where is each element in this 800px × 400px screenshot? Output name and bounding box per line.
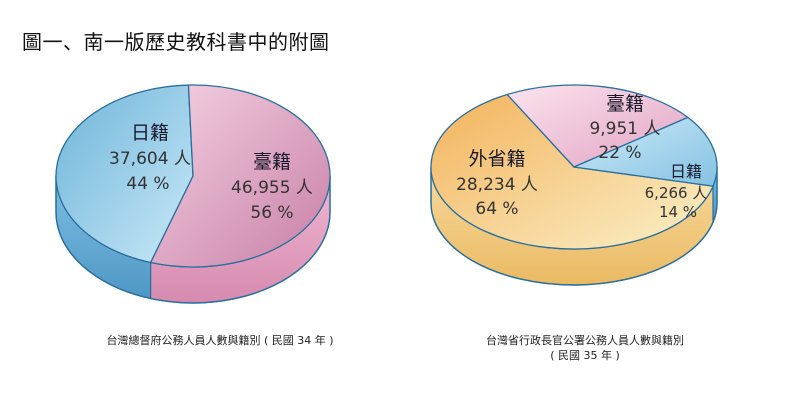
slice-value-japanese: 6,266 人: [645, 184, 708, 202]
slice-percent-taiwanese: 22 %: [598, 143, 641, 163]
slice-percent-taiwanese: 56 %: [250, 203, 293, 223]
slice-value-japanese: 37,604 人: [109, 149, 191, 169]
chart-1-tops: [55, 84, 331, 268]
chart-2-tops: [430, 84, 718, 250]
slice-label-taiwanese: 臺籍: [253, 151, 291, 173]
slice-label-mainlander: 外省籍: [468, 148, 525, 170]
slice-value-taiwanese: 9,951 人: [589, 119, 660, 139]
slice-label-japanese: 日籍: [670, 162, 702, 181]
slice-percent-mainlander: 64 %: [475, 199, 518, 219]
slice-label-taiwanese: 臺籍: [606, 93, 644, 115]
page-title: 圖一、南一版歷史教科書中的附圖: [22, 30, 330, 54]
chart-1-slice-0-top: [55, 84, 194, 264]
chart-2: 外省籍 28,234 人 64 % 臺籍 9,951 人 22 % 日籍 6,2…: [430, 84, 718, 286]
chart-1-rim: [55, 176, 331, 304]
chart-2-slice-2-top: [573, 116, 718, 187]
slice-value-mainlander: 28,234 人: [456, 175, 538, 195]
chart-1-caption: 台灣總督府公務人員人數與籍別 ( 民國 34 年 ): [106, 334, 334, 347]
chart-2-labels: 外省籍 28,234 人 64 % 臺籍 9,951 人 22 % 日籍 6,2…: [456, 93, 707, 221]
chart-2-slice-1-top: [506, 84, 689, 168]
slice-percent-japanese: 44 %: [126, 174, 169, 194]
chart-1-slice-1-top: [150, 84, 331, 268]
slice-percent-japanese: 14 %: [659, 203, 697, 221]
chart-1-labels: 日籍 37,604 人 44 % 臺籍 46,955 人 56 %: [109, 122, 313, 223]
chart-2-caption-line-1: 台灣省行政長官公署公務人員人數與籍別: [486, 334, 684, 347]
chart-2-slice-0-top: [430, 93, 714, 250]
slice-value-taiwanese: 46,955 人: [231, 178, 313, 198]
chart-2-rim: [430, 167, 718, 286]
chart-1: 日籍 37,604 人 44 % 臺籍 46,955 人 56 %: [55, 84, 331, 304]
chart-2-caption-line-2: ( 民國 35 年 ): [550, 349, 620, 362]
chart-2-caption: 台灣省行政長官公署公務人員人數與籍別 ( 民國 35 年 ): [400, 333, 770, 363]
slice-label-japanese: 日籍: [131, 122, 169, 144]
